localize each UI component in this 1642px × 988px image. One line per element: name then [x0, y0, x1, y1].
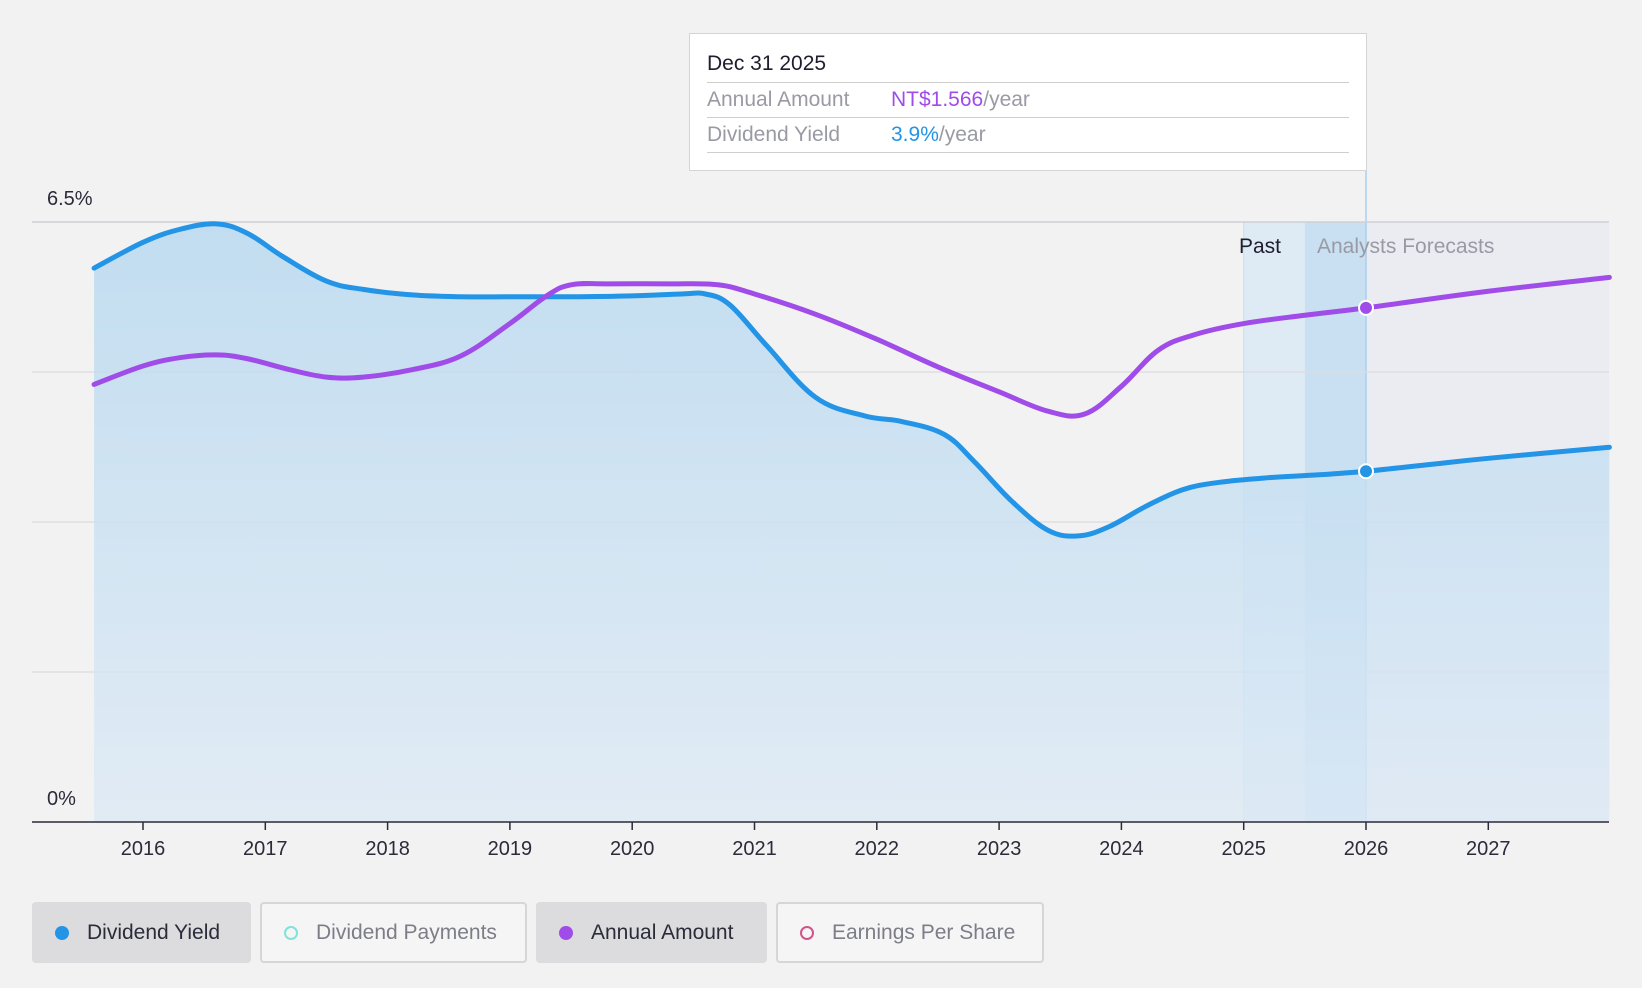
- annual-amount-marker: [1358, 299, 1374, 316]
- tooltip-unit: /year: [938, 123, 986, 146]
- y-axis-top-label: 6.5%: [47, 188, 93, 210]
- legend-label: Annual Amount: [591, 920, 734, 944]
- past-zone-label: Past: [1239, 235, 1281, 258]
- dividend-yield-marker: [1358, 463, 1374, 480]
- legend-dot-icon: [559, 925, 573, 940]
- legend-annual-amount-button[interactable]: Annual Amount: [536, 902, 767, 963]
- x-tick-label: 2016: [121, 838, 166, 860]
- x-tick-label: 2024: [1099, 838, 1144, 860]
- tooltip-value: 3.9%: [891, 123, 939, 146]
- x-tick-label: 2018: [365, 838, 410, 860]
- x-tick-label: 2025: [1221, 838, 1266, 860]
- tooltip-row-dividend-yield: Dividend Yield 3.9% /year: [707, 118, 1349, 153]
- chart-tooltip: Dec 31 2025 Annual Amount NT$1.566 /year…: [689, 33, 1367, 171]
- legend-dividend-payments-button[interactable]: Dividend Payments: [260, 902, 527, 963]
- tooltip-row-annual-amount: Annual Amount NT$1.566 /year: [707, 83, 1349, 118]
- legend-label: Dividend Yield: [87, 920, 221, 944]
- tooltip-unit: /year: [983, 88, 1030, 111]
- dividend-yield-line: [91, 221, 1612, 539]
- forecast-zone-label: Analysts Forecasts: [1317, 235, 1494, 258]
- tooltip-value: NT$1.566: [891, 88, 984, 111]
- legend-earnings-per-share-button[interactable]: Earnings Per Share: [776, 902, 1044, 963]
- x-tick-label: 2017: [243, 838, 288, 860]
- chart-legend: Dividend Yield Dividend Payments Annual …: [32, 902, 1044, 963]
- dividend-chart: 2016 2017 2018 2019 2020 2021 2022 2023 2024 2025…: [32, 170, 1612, 860]
- x-tick-label: 2020: [610, 838, 655, 860]
- legend-label: Earnings Per Share: [832, 920, 1016, 944]
- legend-label: Dividend Payments: [316, 920, 497, 944]
- tooltip-key: Dividend Yield: [707, 123, 841, 146]
- annual-amount-line: [91, 274, 1612, 419]
- legend-dot-icon: [55, 925, 69, 940]
- legend-dot-icon: [284, 925, 298, 940]
- tooltip-key: Annual Amount: [707, 88, 850, 111]
- x-tick-label: 2027: [1466, 838, 1511, 860]
- x-tick-label: 2026: [1344, 838, 1389, 860]
- x-tick-label: 2022: [855, 838, 900, 860]
- x-tick-label: 2023: [977, 838, 1022, 860]
- tooltip-date: Dec 31 2025: [707, 48, 1349, 83]
- dividend-yield-area: [94, 223, 1610, 822]
- legend-dividend-yield-button[interactable]: Dividend Yield: [32, 902, 251, 963]
- legend-dot-icon: [800, 925, 814, 940]
- x-tick-label: 2019: [488, 838, 533, 860]
- x-tick-label: 2021: [732, 838, 777, 860]
- y-axis-bottom-label: 0%: [47, 788, 76, 810]
